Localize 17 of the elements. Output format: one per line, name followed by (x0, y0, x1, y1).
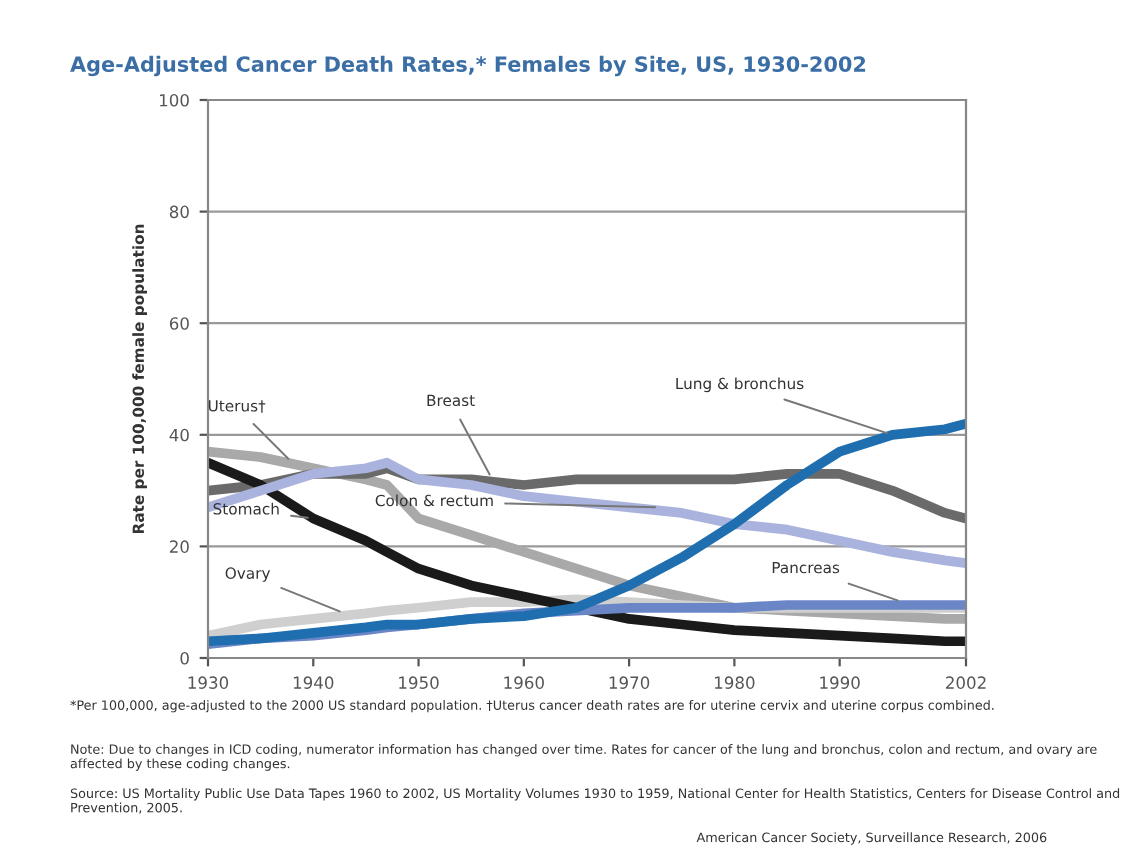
y-tick-label: 80 (169, 205, 189, 219)
x-tick-label: 2002 (946, 676, 986, 689)
x-tick-label: 1930 (188, 676, 229, 689)
line-series (208, 418, 966, 647)
x-tick-label: 1950 (399, 676, 439, 689)
x-tick-label: 1990 (820, 676, 860, 689)
y-tick-label: 100 (159, 93, 189, 107)
chart-title: Age-Adjusted Cancer Death Rates,* Females by Site, US, 1930-2002 (70, 55, 866, 77)
y-tick-label: 60 (169, 317, 189, 330)
x-tick-label: 1940 (293, 676, 334, 689)
y-tick-label: 40 (169, 428, 189, 442)
x-tick-label: 1960 (504, 676, 544, 689)
y-tick-label: 20 (169, 540, 189, 553)
y-tick-label: 0 (180, 651, 189, 665)
x-tick-label: 1980 (715, 676, 755, 689)
x-tick-label: 1970 (609, 676, 650, 689)
line-series (208, 457, 966, 647)
